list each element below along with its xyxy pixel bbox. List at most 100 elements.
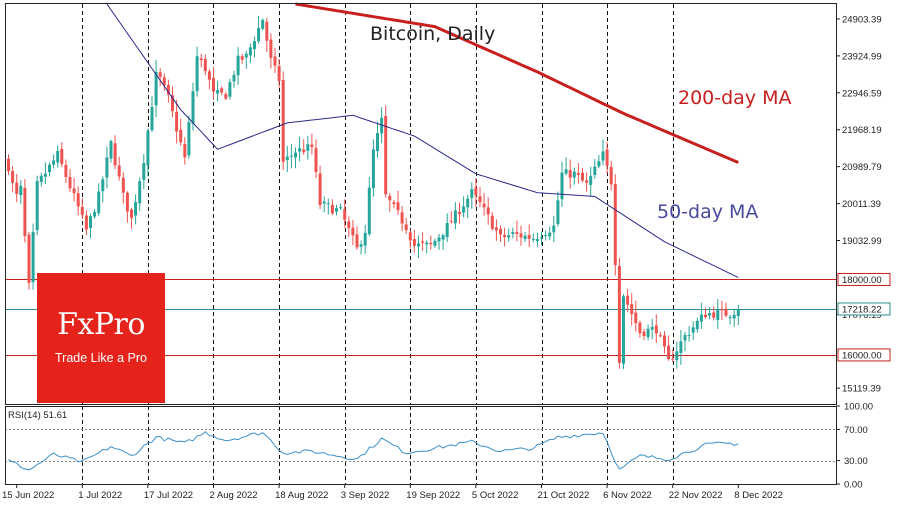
candle-down <box>68 176 72 189</box>
x-tick-label: 19 Sep 2022 <box>406 490 460 501</box>
candle-up <box>191 91 195 124</box>
candle-up <box>531 239 535 241</box>
candle-up <box>572 171 576 178</box>
grid-lines <box>82 4 674 484</box>
candle-up <box>728 317 732 319</box>
candle-up <box>367 187 371 235</box>
candle-down <box>302 149 306 153</box>
candle-down <box>613 184 617 266</box>
candle-up <box>306 144 310 151</box>
candle-down <box>392 202 396 205</box>
candle-down <box>351 227 355 236</box>
candle-up <box>31 231 35 283</box>
candle-up <box>150 106 154 131</box>
y-tick-label: 19032.99 <box>842 236 882 247</box>
rsi-y-tick-label: 30.00 <box>844 456 868 467</box>
candle-up <box>261 19 265 29</box>
candle-up <box>236 55 240 76</box>
candle-down <box>130 209 133 218</box>
candle-down <box>203 59 207 72</box>
candle-down <box>183 143 187 158</box>
candle-down <box>630 304 634 315</box>
candle-up <box>195 56 199 92</box>
candle-up <box>466 198 470 208</box>
candle-down <box>224 94 228 99</box>
x-tick-label: 8 Dec 2022 <box>734 490 783 501</box>
candle-up <box>43 173 47 177</box>
candle-up <box>93 211 97 217</box>
candle-down <box>658 335 662 337</box>
candle-down <box>654 325 658 334</box>
candle-down <box>84 215 88 230</box>
candle-up <box>326 203 330 205</box>
candle-up <box>39 175 43 182</box>
x-tick-label: 5 Oct 2022 <box>472 490 518 501</box>
candle-up <box>437 237 441 242</box>
candle-up <box>244 53 248 58</box>
candle-down <box>503 234 507 238</box>
candle-down <box>490 215 494 229</box>
ma200-label: 200-day MA <box>678 87 792 109</box>
ma50-label: 50-day MA <box>657 201 758 223</box>
candle-down <box>617 265 621 363</box>
candle-down <box>11 171 15 183</box>
candle-down <box>515 231 519 234</box>
level-badge-label: 17218.22 <box>842 304 882 315</box>
y-tick-label: 24903.39 <box>842 14 882 25</box>
candle-up <box>691 327 695 333</box>
candle-up <box>146 131 150 166</box>
candle-down <box>166 84 170 95</box>
candle-up <box>708 313 712 316</box>
candle-down <box>330 204 334 214</box>
candle-up <box>48 164 51 173</box>
candle-up <box>523 235 527 240</box>
candle-down <box>663 335 666 347</box>
fxpro-logo: FxPro Trade Like a Pro <box>37 273 165 403</box>
level-badge <box>837 302 891 316</box>
candle-down <box>121 177 125 193</box>
candle-down <box>27 234 31 283</box>
ma200-line <box>295 2 739 164</box>
candle-down <box>15 182 19 194</box>
candle-down <box>125 192 129 212</box>
candle-up <box>52 160 56 165</box>
candle-up <box>257 27 261 42</box>
candle-down <box>527 235 531 239</box>
chart-labels: Bitcoin, Daily 200-day MA 50-day MA RSI(14)… <box>8 23 792 421</box>
candle-up <box>679 341 683 353</box>
candle-down <box>486 207 490 215</box>
candle-up <box>646 328 650 338</box>
candle-down <box>449 221 453 223</box>
x-tick-label: 18 Aug 2022 <box>275 490 328 501</box>
candle-up <box>248 47 252 56</box>
candle-up <box>109 141 113 159</box>
candle-up <box>687 334 691 336</box>
candle-down <box>429 242 433 245</box>
candle-up <box>732 314 736 319</box>
candle-down <box>400 212 404 224</box>
x-tick-label: 21 Oct 2022 <box>538 490 590 501</box>
candle-down <box>671 358 675 360</box>
candle-down <box>60 149 64 164</box>
candle-up <box>134 202 138 216</box>
rsi-y-tick-label: 70.00 <box>844 425 868 436</box>
candle-down <box>179 129 183 143</box>
axes: 24903.39 23924.99 22946.59 21968.19 20989.79… <box>2 3 891 501</box>
x-tick-label: 22 Nov 2022 <box>669 490 723 501</box>
candle-up <box>425 242 429 245</box>
candle-down <box>199 58 203 61</box>
candle-down <box>265 21 269 41</box>
candle-down <box>519 233 523 238</box>
candle-down <box>638 322 642 334</box>
candle-up <box>339 207 343 209</box>
candle-down <box>412 239 416 246</box>
candle-up <box>359 244 363 247</box>
candle-up <box>552 225 556 233</box>
candle-down <box>720 309 724 311</box>
ma50-line <box>106 3 739 279</box>
candle-up <box>294 152 297 158</box>
candle-up <box>232 74 236 82</box>
rsi-y-tick-label: 100.00 <box>844 402 873 413</box>
candle-down <box>494 227 498 231</box>
candle-up <box>564 169 568 174</box>
